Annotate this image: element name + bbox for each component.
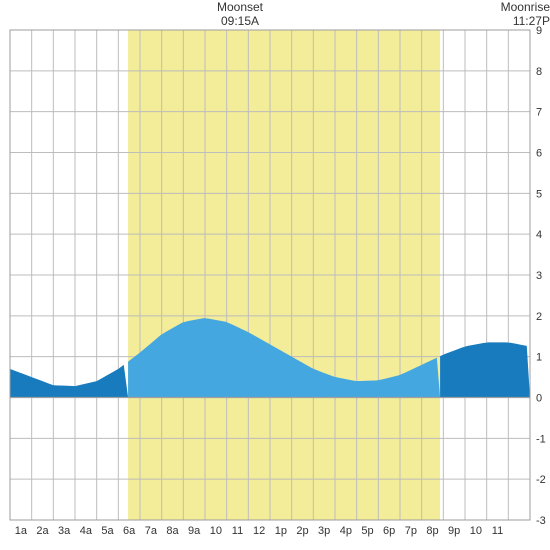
svg-text:4a: 4a: [80, 525, 93, 537]
chart-svg: -3-2-101234567891a2a3a4a5a6a7a8a9a101112…: [0, 0, 550, 550]
svg-text:5p: 5p: [361, 525, 373, 537]
svg-text:10: 10: [210, 525, 222, 537]
svg-text:7: 7: [536, 107, 542, 119]
svg-text:1: 1: [536, 352, 542, 364]
tide-chart: Moonset 09:15A Moonrise 11:27P -3-2-1012…: [0, 0, 550, 550]
svg-text:9a: 9a: [188, 525, 201, 537]
svg-text:8: 8: [536, 66, 542, 78]
svg-text:2: 2: [536, 311, 542, 323]
svg-text:7a: 7a: [145, 525, 158, 537]
moonrise-label: Moonrise 11:27P: [490, 0, 550, 29]
moonset-time: 09:15A: [221, 14, 259, 28]
moonrise-title: Moonrise: [501, 0, 550, 14]
moonset-label: Moonset 09:15A: [195, 0, 285, 29]
svg-text:5a: 5a: [101, 525, 114, 537]
svg-text:6p: 6p: [383, 525, 395, 537]
svg-text:3p: 3p: [318, 525, 330, 537]
svg-text:11: 11: [232, 525, 243, 537]
svg-text:-1: -1: [536, 433, 546, 445]
svg-text:4p: 4p: [340, 525, 352, 537]
svg-text:6a: 6a: [123, 525, 136, 537]
svg-text:11: 11: [492, 525, 503, 537]
svg-text:6: 6: [536, 148, 542, 160]
svg-text:3a: 3a: [58, 525, 71, 537]
moonrise-time: 11:27P: [513, 14, 550, 28]
svg-text:2a: 2a: [36, 525, 49, 537]
svg-text:-3: -3: [536, 515, 546, 527]
svg-text:2p: 2p: [296, 525, 308, 537]
svg-text:10: 10: [470, 525, 482, 537]
svg-text:12: 12: [253, 525, 265, 537]
moonset-title: Moonset: [217, 0, 263, 14]
svg-text:1p: 1p: [275, 525, 287, 537]
svg-text:5: 5: [536, 188, 542, 200]
svg-text:7p: 7p: [405, 525, 417, 537]
svg-text:9p: 9p: [448, 525, 460, 537]
svg-text:8p: 8p: [426, 525, 438, 537]
svg-text:-2: -2: [536, 474, 546, 486]
svg-text:0: 0: [536, 393, 542, 405]
svg-text:8a: 8a: [166, 525, 179, 537]
svg-text:1a: 1a: [15, 525, 28, 537]
svg-text:3: 3: [536, 270, 542, 282]
svg-text:4: 4: [536, 229, 542, 241]
